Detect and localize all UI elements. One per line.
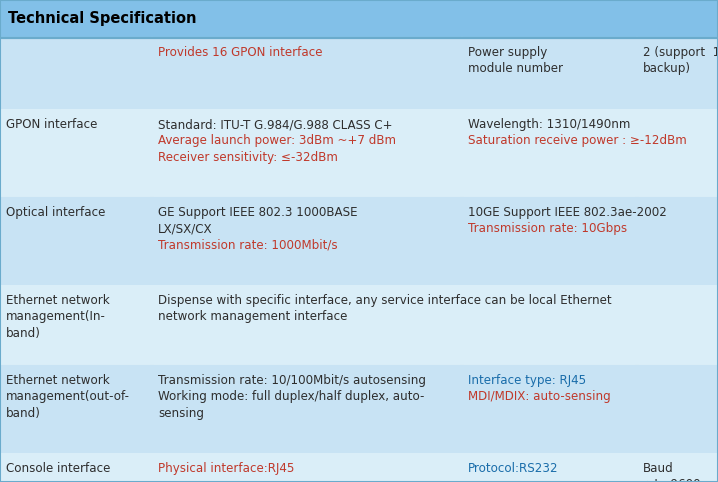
Text: Physical interface:RJ45: Physical interface:RJ45: [158, 462, 294, 475]
Text: GPON interface: GPON interface: [6, 118, 98, 131]
Text: Transmission rate: 1000Mbit/s: Transmission rate: 1000Mbit/s: [158, 239, 337, 252]
Bar: [0, 366, 152, 454]
Text: management(out-of-: management(out-of-: [6, 390, 130, 403]
Bar: [0, 110, 152, 198]
Bar: [152, 454, 462, 482]
Text: band): band): [6, 407, 41, 420]
Bar: [0, 286, 152, 366]
Text: management(In-: management(In-: [6, 310, 106, 323]
Text: Average launch power: 3dBm ~+7 dBm: Average launch power: 3dBm ~+7 dBm: [158, 134, 396, 147]
Text: Interface type: RJ45: Interface type: RJ45: [468, 374, 586, 387]
Text: sensing: sensing: [158, 407, 204, 420]
Bar: [0, 454, 152, 482]
Text: Saturation receive power : ≥-12dBm: Saturation receive power : ≥-12dBm: [468, 134, 686, 147]
Bar: [637, 110, 718, 198]
Text: Dispense with specific interface, any service interface can be local Ethernet: Dispense with specific interface, any se…: [158, 294, 612, 307]
Text: Power supply: Power supply: [468, 46, 547, 59]
Bar: [0, 198, 152, 286]
Bar: [462, 366, 637, 454]
Text: Protocol:RS232: Protocol:RS232: [468, 462, 559, 475]
Text: MDI/MDIX: auto-sensing: MDI/MDIX: auto-sensing: [468, 390, 611, 403]
Text: band): band): [6, 327, 41, 340]
Bar: [462, 198, 637, 286]
Text: Transmission rate: 10Gbps: Transmission rate: 10Gbps: [468, 223, 627, 236]
Text: module number: module number: [468, 63, 563, 76]
Text: Console interface: Console interface: [6, 462, 111, 475]
Bar: [637, 38, 718, 110]
Text: Standard: ITU-T G.984/G.988 CLASS C+: Standard: ITU-T G.984/G.988 CLASS C+: [158, 118, 393, 131]
Bar: [637, 454, 718, 482]
Bar: [0, 0, 718, 38]
Bar: [0, 38, 152, 110]
Bar: [0, 0, 718, 38]
Text: Ethernet network: Ethernet network: [6, 374, 110, 387]
Text: Ethernet network: Ethernet network: [6, 294, 110, 307]
Text: rate:9600: rate:9600: [643, 479, 701, 482]
Text: GE Support IEEE 802.3 1000BASE: GE Support IEEE 802.3 1000BASE: [158, 206, 358, 219]
Bar: [152, 286, 718, 366]
Bar: [637, 366, 718, 454]
Text: Technical Specification: Technical Specification: [8, 12, 197, 27]
Bar: [152, 366, 462, 454]
Text: 10GE Support IEEE 802.3ae-2002: 10GE Support IEEE 802.3ae-2002: [468, 206, 667, 219]
Text: Transmission rate: 10/100Mbit/s autosensing: Transmission rate: 10/100Mbit/s autosens…: [158, 374, 426, 387]
Text: backup): backup): [643, 63, 691, 76]
Bar: [152, 110, 462, 198]
Text: network management interface: network management interface: [158, 310, 348, 323]
Text: Provides 16 GPON interface: Provides 16 GPON interface: [158, 46, 322, 59]
Bar: [152, 198, 462, 286]
Text: LX/SX/CX: LX/SX/CX: [158, 223, 213, 236]
Text: Wavelength: 1310/1490nm: Wavelength: 1310/1490nm: [468, 118, 630, 131]
Text: Working mode: full duplex/half duplex, auto-: Working mode: full duplex/half duplex, a…: [158, 390, 424, 403]
Text: Baud: Baud: [643, 462, 673, 475]
Bar: [637, 198, 718, 286]
Bar: [152, 38, 462, 110]
Bar: [462, 38, 637, 110]
Text: Optical interface: Optical interface: [6, 206, 106, 219]
Text: Receiver sensitivity: ≤-32dBm: Receiver sensitivity: ≤-32dBm: [158, 151, 338, 164]
Bar: [462, 454, 637, 482]
Text: 2 (support  1+1: 2 (support 1+1: [643, 46, 718, 59]
Bar: [462, 110, 637, 198]
